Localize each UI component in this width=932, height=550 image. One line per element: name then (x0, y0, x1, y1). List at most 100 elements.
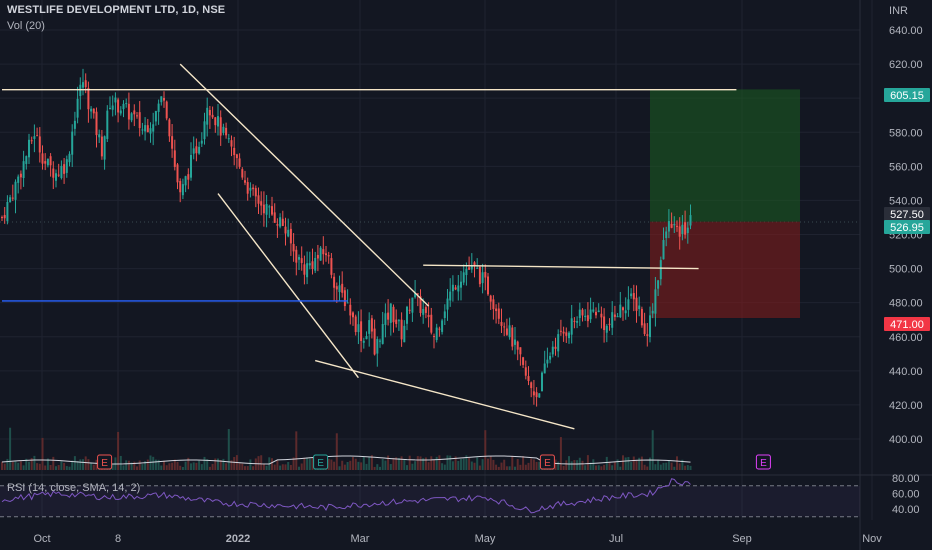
volume-bar (173, 459, 176, 470)
x-tick-label: Oct (33, 533, 50, 545)
volume-bar (535, 461, 538, 470)
volume-bar (171, 462, 174, 470)
candle-body (265, 204, 268, 215)
volume-bar (203, 456, 206, 470)
candle-body (214, 117, 217, 126)
candle-body (408, 309, 411, 311)
volume-bar (433, 459, 435, 470)
candle-body (346, 302, 349, 304)
candle-body (65, 159, 68, 173)
volume-bar (341, 460, 344, 470)
volume-bar (79, 459, 82, 470)
volume-bar (354, 458, 357, 470)
candle-body (427, 314, 430, 318)
volume-bar (125, 460, 128, 470)
candle-body (449, 291, 452, 301)
candle-body (362, 340, 365, 343)
volume-bar (557, 461, 560, 470)
volume-bar (44, 465, 47, 470)
volume-bar (165, 465, 168, 470)
price-axis[interactable]: 640.00620.00600.00580.00560.00540.00520.… (889, 25, 923, 446)
volume-bar (530, 458, 533, 470)
price-label: 471.00 (884, 317, 930, 331)
price-label: 605.15 (884, 88, 930, 102)
candle-body (505, 328, 508, 335)
long-position-tool[interactable] (650, 89, 800, 319)
volume-bar (441, 463, 444, 470)
volume-bar (684, 465, 687, 470)
time-axis[interactable]: Oct 8 2022 Mar May Jul Sep Nov (33, 533, 882, 545)
volume-bar (503, 459, 506, 470)
candle-body (119, 110, 122, 114)
volume-bar (435, 456, 438, 470)
volume-bar (292, 457, 295, 470)
candle-body (557, 334, 560, 352)
volume-bar (514, 466, 516, 470)
candle-body (406, 306, 408, 324)
volume-bar (46, 458, 49, 470)
trend-drawings[interactable] (2, 63, 737, 430)
candle-body (230, 140, 233, 147)
volume-bar (416, 456, 419, 470)
candle-body (281, 218, 284, 227)
volume-bar (17, 462, 20, 470)
price-label-bg (884, 317, 930, 331)
volume-bar (119, 455, 122, 470)
volume-bar (524, 464, 527, 470)
volume-bar (619, 466, 622, 470)
x-tick-label: Sep (732, 533, 752, 545)
volume-bar (11, 461, 14, 470)
candle-body (597, 310, 600, 312)
volume-bar (368, 456, 371, 470)
candle-body (109, 107, 111, 110)
volume-bar (481, 459, 484, 470)
volume-bar (230, 460, 233, 470)
volume-bar (241, 463, 244, 470)
candle-body (187, 174, 190, 180)
candle-body (435, 327, 438, 340)
candle-body (268, 206, 271, 208)
volume-bar (387, 455, 390, 470)
candle-body (430, 314, 433, 333)
candlestick-series[interactable] (1, 68, 692, 407)
candle-body (681, 224, 684, 235)
candle-body (217, 116, 219, 127)
volume-bar (52, 456, 55, 470)
volume-bar (643, 464, 646, 470)
earnings-letter: E (101, 458, 108, 469)
candle-body (684, 222, 687, 235)
candle-body (190, 154, 192, 178)
candle-body (578, 309, 581, 318)
candle-body (441, 320, 444, 332)
volume-bar (427, 462, 430, 470)
symbol-title[interactable]: WESTLIFE DEVELOPMENT LTD, 1D, NSE (7, 4, 226, 16)
volume-bar (681, 459, 684, 470)
volume-bar (68, 466, 71, 470)
volume-bar (271, 458, 273, 470)
earnings-marker: E (97, 454, 113, 470)
volume-bar (76, 461, 79, 470)
candle-body (138, 112, 141, 129)
candle-body (200, 140, 203, 144)
volume-bar (489, 456, 492, 470)
volume-bar (357, 461, 360, 470)
volume-bar (281, 464, 284, 470)
candle-body (519, 347, 522, 355)
volume-bar (438, 455, 441, 470)
candle-body (619, 304, 622, 318)
volume-bar (87, 459, 90, 470)
volume-bar (500, 462, 503, 470)
rsi-legend[interactable]: RSI (14, close, SMA, 14, 2) (7, 482, 141, 494)
volume-legend[interactable]: Vol (20) (7, 20, 45, 32)
volume-bar (649, 457, 651, 470)
candle-body (635, 297, 638, 311)
candle-body (543, 363, 546, 374)
volume-bar (565, 460, 568, 470)
candle-body (46, 158, 49, 166)
candle-body (11, 197, 14, 199)
candle-body (289, 228, 292, 244)
volume-bar (622, 455, 624, 470)
volume-bar (49, 464, 52, 470)
